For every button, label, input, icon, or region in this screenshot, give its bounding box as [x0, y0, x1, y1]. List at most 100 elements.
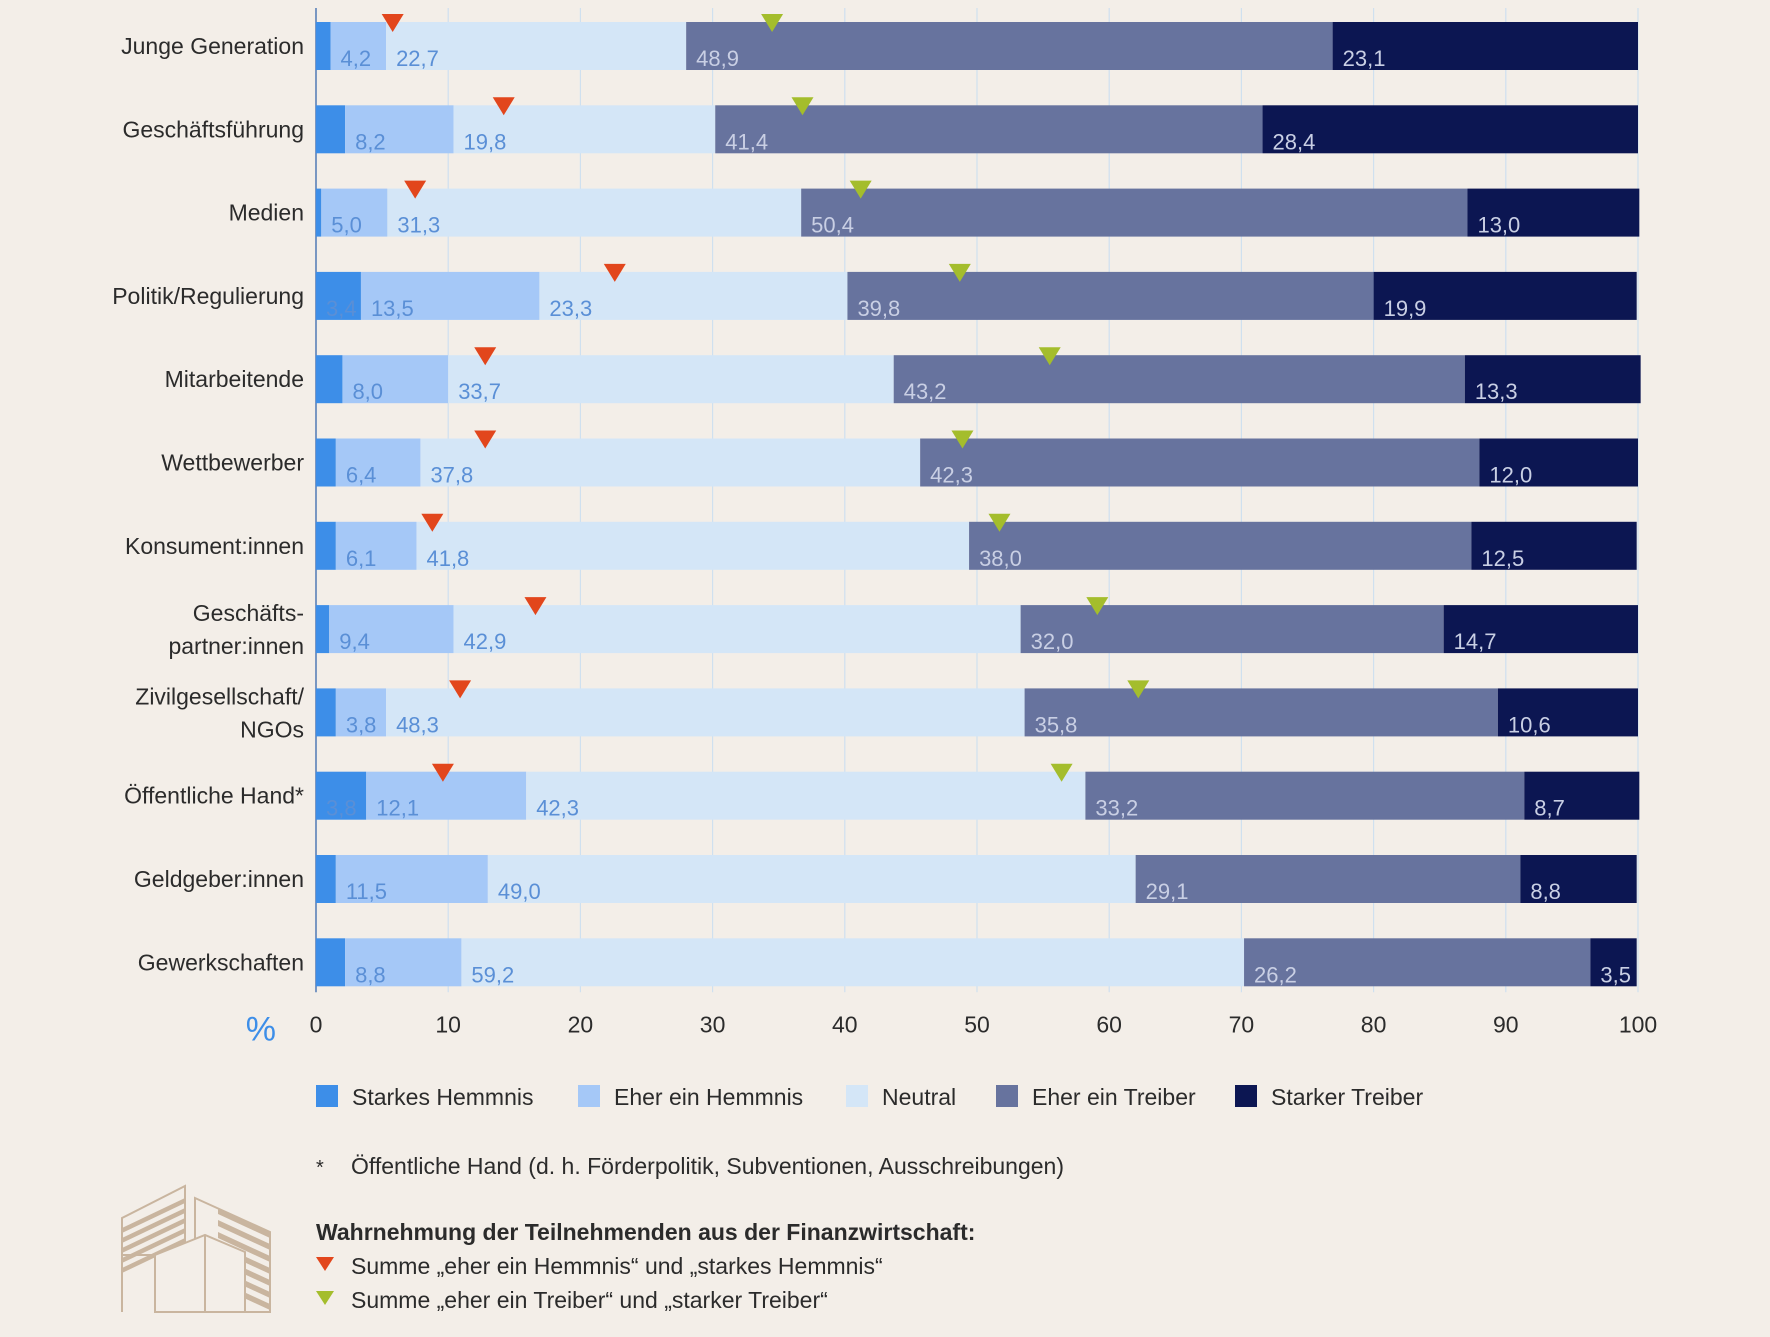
x-tick-label: 70	[1229, 1011, 1255, 1037]
data-label: 5,0	[331, 213, 362, 238]
data-label: 37,8	[430, 463, 473, 488]
bar-segment	[316, 855, 336, 903]
bar-segment	[1520, 855, 1637, 903]
data-label: 42,3	[536, 796, 579, 821]
category-label: Geschäftsführung	[122, 116, 304, 142]
bar-segment	[801, 188, 1468, 237]
category-label: Geldgeber:innen	[134, 866, 304, 892]
treiber-sum-marker	[1038, 347, 1061, 366]
category-label: Konsument:innen	[125, 533, 304, 559]
data-label: 14,7	[1454, 629, 1497, 654]
category-label: Medien	[229, 200, 304, 226]
data-label: 23,3	[549, 296, 592, 321]
x-tick-label: 0	[310, 1011, 323, 1037]
perception-item: Summe „eher ein Treiber“ und „starker Tr…	[351, 1287, 828, 1313]
bar-segment	[386, 688, 1025, 737]
hemmnis-sum-marker	[492, 97, 515, 116]
bar-segment	[1244, 938, 1591, 987]
bar-segment	[366, 771, 527, 820]
bar-segment	[345, 938, 462, 987]
bar-segment	[316, 22, 331, 70]
bar-segment	[316, 688, 336, 737]
data-label: 3,8	[326, 796, 357, 821]
data-label: 6,1	[346, 546, 377, 571]
bar-segment	[316, 188, 322, 237]
data-label: 12,0	[1489, 463, 1532, 488]
hemmnis-sum-marker	[404, 180, 427, 199]
hemmnis-sum-marker	[449, 680, 472, 699]
hemmnis-sum-marker	[381, 14, 404, 32]
data-label: 33,2	[1095, 796, 1138, 821]
perception-title: Wahrnehmung der Teilnehmenden aus der Fi…	[316, 1219, 975, 1245]
bar-segment	[448, 355, 894, 404]
data-label: 11,5	[346, 879, 387, 904]
bar-segment	[345, 105, 454, 154]
footnote-text: Öffentliche Hand (d. h. Förderpolitik, S…	[351, 1153, 1064, 1179]
bar-segment	[316, 771, 367, 820]
data-label: 13,3	[1475, 379, 1518, 404]
bar-segment	[335, 688, 387, 737]
x-tick-label: 10	[435, 1011, 461, 1037]
bar-segment	[386, 22, 687, 70]
bar-segment	[330, 22, 387, 70]
treiber-sum-marker	[1050, 763, 1073, 782]
data-label: 32,0	[1031, 629, 1074, 654]
data-label: 41,4	[725, 129, 768, 154]
data-label: 35,8	[1035, 712, 1078, 737]
treiber-sum-marker	[948, 263, 971, 282]
legend-label: Starker Treiber	[1271, 1084, 1423, 1110]
data-label: 26,2	[1254, 962, 1297, 987]
category-label: Geschäfts-partner:innen	[168, 600, 304, 659]
bar-segment	[316, 105, 346, 154]
bar-segment	[335, 521, 417, 570]
data-label: 41,8	[426, 546, 469, 571]
data-label: 8,7	[1534, 796, 1565, 821]
data-label: 3,8	[346, 712, 377, 737]
data-label: 19,9	[1384, 296, 1427, 321]
data-label: 33,7	[458, 379, 501, 404]
bar-segment	[1479, 438, 1638, 487]
category-label: Wettbewerber	[161, 450, 304, 476]
data-label: 48,9	[696, 46, 739, 71]
data-label: 43,2	[904, 379, 947, 404]
hemmnis-sum-marker	[431, 763, 454, 782]
x-tick-label: 50	[964, 1011, 990, 1037]
data-label: 8,0	[352, 379, 383, 404]
data-label: 22,7	[396, 46, 439, 71]
data-label: 13,5	[371, 296, 414, 321]
finance-buildings-icon	[121, 1184, 271, 1313]
treiber-triangle-icon	[316, 1291, 334, 1305]
hemmnis-triangle-icon	[316, 1257, 334, 1271]
data-label: 42,3	[930, 463, 973, 488]
x-tick-label: 40	[832, 1011, 858, 1037]
legend-swatch	[316, 1085, 338, 1107]
treiber-sum-marker	[849, 180, 872, 199]
category-label: Junge Generation	[121, 33, 304, 59]
legend-swatch	[578, 1085, 600, 1107]
treiber-sum-marker	[791, 97, 814, 116]
bar-segment	[416, 521, 970, 570]
legend-label: Eher ein Treiber	[1032, 1084, 1196, 1110]
bar-segment	[316, 438, 336, 487]
bar-segment	[453, 105, 716, 154]
x-tick-label: 80	[1361, 1011, 1387, 1037]
data-label: 3,4	[326, 296, 357, 321]
data-label: 19,8	[463, 129, 506, 154]
footnote-mark: *	[316, 1157, 324, 1179]
data-label: 39,8	[857, 296, 900, 321]
data-label: 12,5	[1481, 546, 1524, 571]
bar-segment	[1590, 938, 1637, 987]
data-label: 9,4	[339, 629, 370, 654]
data-label: 8,8	[355, 962, 386, 987]
data-label: 31,3	[397, 213, 440, 238]
bar-segment	[1020, 605, 1444, 654]
hemmnis-sum-marker	[474, 347, 497, 366]
data-label: 28,4	[1273, 129, 1316, 154]
legend-label: Neutral	[882, 1084, 956, 1110]
bar-segment	[461, 938, 1245, 987]
x-tick-label: 100	[1619, 1011, 1657, 1037]
data-label: 6,4	[346, 463, 377, 488]
bar-segment	[316, 355, 343, 404]
